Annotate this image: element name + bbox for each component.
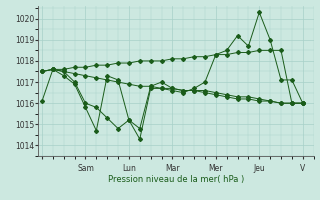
- X-axis label: Pression niveau de la mer( hPa ): Pression niveau de la mer( hPa ): [108, 175, 244, 184]
